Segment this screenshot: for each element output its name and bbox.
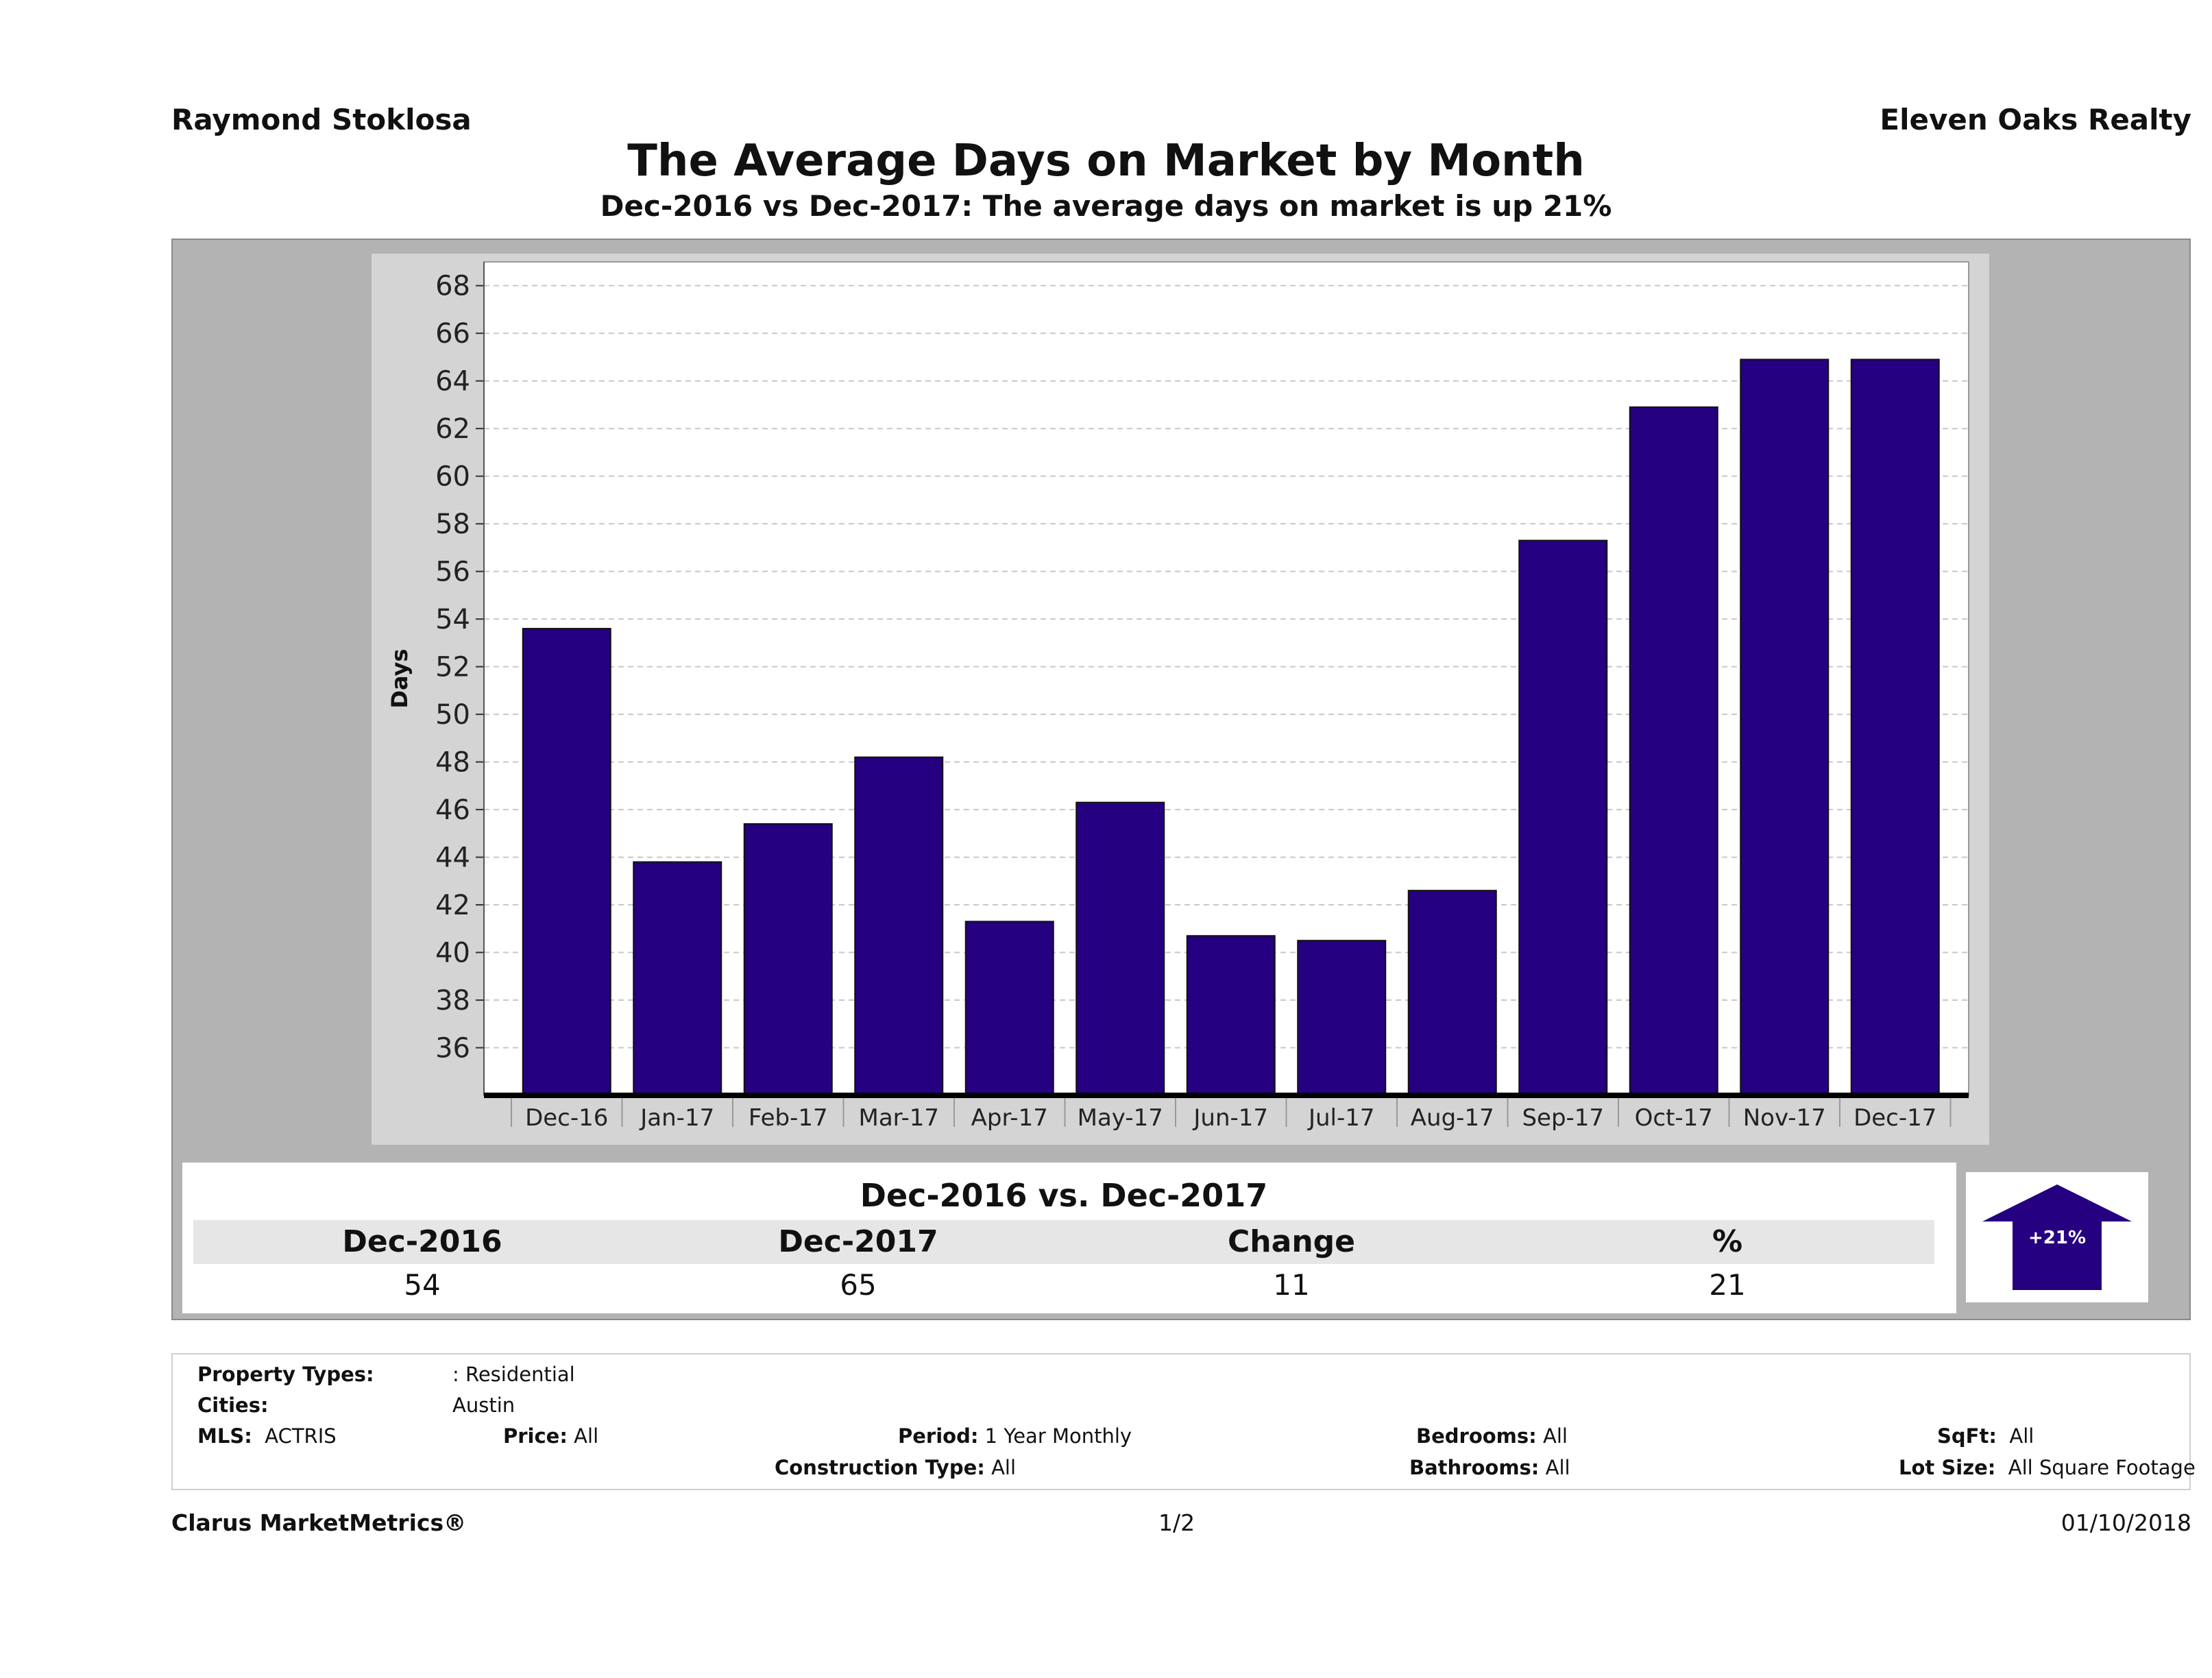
y-tick-label: 50 [435,699,470,731]
up-arrow-icon: +21% [1982,1184,2132,1290]
y-tick-label: 68 [435,271,470,302]
bathrooms-value: All [1545,1456,1570,1479]
x-tick-label: Apr-17 [971,1104,1048,1132]
y-tick-label: 40 [435,938,470,969]
bar-feb-17 [743,823,833,1097]
y-tick-label: 48 [435,747,470,779]
x-tick-label: Oct-17 [1635,1104,1713,1132]
y-axis-label: Days [387,648,413,708]
bar-aug-17 [1407,890,1497,1096]
y-tick-label: 38 [435,985,470,1017]
mls-label: MLS: [197,1424,252,1448]
bar-apr-17 [964,921,1054,1096]
y-tick-label: 44 [435,842,470,874]
construction-value: All [991,1456,1017,1479]
bathrooms-label: Bathrooms: [1409,1456,1540,1479]
bar-chart: 36 38 40 42 44 46 48 50 52 54 56 58 60 62 64 66 68 Days De… [387,261,1969,1132]
label-percent: % [1712,1224,1743,1259]
y-tick-label: 36 [435,1033,470,1065]
property-types-label: Property Types: [197,1363,374,1386]
x-tick-label: Feb-17 [749,1104,828,1132]
x-tick-label: Mar-17 [858,1104,939,1132]
comparison-heading: Dec-2016 vs. Dec-2017 [193,1172,1934,1219]
label-dec-2016: Dec-2016 [342,1224,502,1259]
agent-name: Raymond Stoklosa [171,103,472,136]
broker-name: Eleven Oaks Realty [1880,103,2191,136]
x-tick-label: Sep-17 [1522,1104,1604,1132]
bar-jul-17 [1297,940,1387,1097]
lot-size-label: Lot Size: [1899,1456,1996,1479]
cities-value: Austin [452,1394,515,1417]
footer-date: 01/10/2018 [2061,1509,2191,1536]
comparison-labels-row: Dec-2016 Dec-2017 Change % [193,1220,1934,1264]
y-tick-label: 58 [435,509,470,540]
y-tick-label: 64 [435,366,470,398]
label-change: Change [1228,1224,1355,1259]
bar-jan-17 [633,861,722,1097]
footer-page-number: 1/2 [1158,1509,1195,1536]
chart-title: The Average Days on Market by Month [627,136,1585,186]
x-tick-label: May-17 [1078,1104,1163,1132]
price-value: All [574,1424,599,1448]
lot-size-value: All Square Footage [2008,1456,2196,1479]
bar-nov-17 [1740,358,1830,1097]
bar-oct-17 [1629,406,1718,1096]
y-tick-label: 52 [435,652,470,683]
bar-jun-17 [1186,935,1276,1096]
bedrooms-label: Bedrooms: [1416,1424,1537,1448]
x-tick-label: Dec-16 [525,1104,608,1132]
value-dec-2017: 65 [840,1268,877,1302]
footer-brand: Clarus MarketMetrics® [171,1509,467,1536]
x-tick-label: Nov-17 [1743,1104,1826,1132]
period-value: 1 Year Monthly [984,1424,1132,1448]
bar-dec-16 [522,628,611,1096]
y-tick-label: 60 [435,461,470,493]
cities-label: Cities: [197,1394,269,1417]
x-tick-label: Jun-17 [1192,1104,1268,1132]
chart-subtitle: Dec-2016 vs Dec-2017: The average days o… [600,189,1612,223]
bedrooms-value: All [1542,1424,1568,1448]
x-tick-label: Dec-17 [1854,1104,1936,1132]
y-tick-label: 42 [435,890,470,921]
y-tick-label: 54 [435,604,470,635]
search-criteria: Property Types: : Residential Cities: Au… [171,1353,2196,1490]
change-badge-text: +21% [2028,1228,2086,1248]
y-tick-label: 56 [435,557,470,588]
property-types-value: : Residential [452,1363,575,1386]
bar-mar-17 [854,756,944,1096]
y-tick-label: 46 [435,794,470,826]
label-dec-2017: Dec-2017 [778,1224,938,1259]
bar-may-17 [1075,801,1165,1096]
mls-value: ACTRIS [265,1424,337,1448]
construction-label: Construction Type: [775,1456,985,1479]
sqft-label: SqFt: [1937,1424,1997,1448]
bar-sep-17 [1518,539,1608,1096]
sqft-value: All [2009,1424,2034,1448]
bar-dec-17 [1850,358,1940,1097]
y-tick-label: 62 [435,413,470,445]
value-change: 11 [1273,1268,1310,1302]
period-label: Period: [898,1424,979,1448]
y-tick-label: 66 [435,318,470,350]
x-tick-label: Jul-17 [1307,1104,1375,1132]
price-label: Price: [503,1424,568,1448]
x-tick-label: Aug-17 [1411,1104,1494,1132]
value-percent: 21 [1709,1268,1746,1302]
value-dec-2016: 54 [404,1268,441,1302]
comparison-values-row: 54 65 11 21 [193,1265,1934,1305]
x-tick-label: Jan-17 [639,1104,714,1132]
